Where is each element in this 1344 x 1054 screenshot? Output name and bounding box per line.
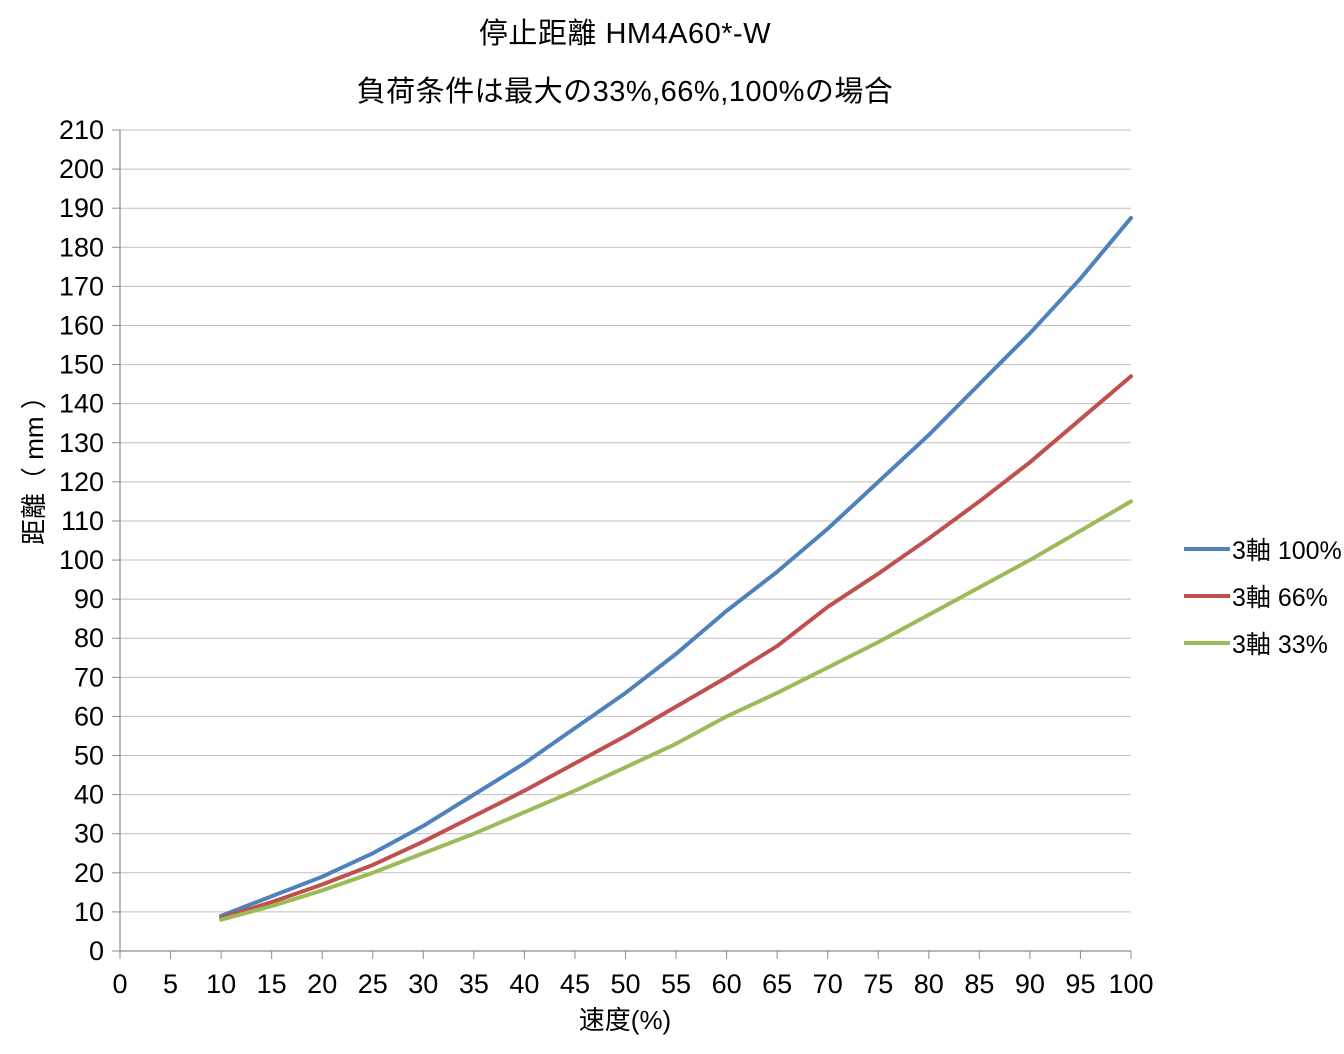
y-tick-label: 90: [74, 584, 104, 614]
y-tick-label: 80: [74, 623, 104, 653]
y-tick-label: 0: [89, 936, 104, 966]
y-tick-label: 70: [74, 662, 104, 692]
series-line-1: [219, 374, 1133, 920]
x-tick-label: 50: [610, 969, 640, 999]
x-tick-label: 5: [163, 969, 178, 999]
legend-swatch-icon: [1184, 640, 1230, 645]
x-tick-label: 15: [257, 969, 287, 999]
series-line-2: [219, 499, 1133, 922]
x-tick-label: 95: [1065, 969, 1095, 999]
y-tick-label: 30: [74, 819, 104, 849]
y-tick-label: 160: [59, 310, 104, 340]
x-tick-label: 0: [112, 969, 127, 999]
y-tick-label: 50: [74, 741, 104, 771]
legend-item-0: 3軸 100%: [1184, 532, 1342, 565]
x-tick-label: 85: [964, 969, 994, 999]
y-tick-label: 180: [59, 232, 104, 262]
x-tick-label: 45: [560, 969, 590, 999]
y-tick-label: 40: [74, 780, 104, 810]
x-tick-label: 100: [1108, 969, 1153, 999]
y-tick-label: 150: [59, 350, 104, 380]
y-tick-label: 210: [59, 115, 104, 145]
y-tick-label: 170: [59, 271, 104, 301]
title-block: 停止距離 HM4A60*-W 負荷条件は最大の33%,66%,100%の場合: [0, 0, 1250, 110]
y-tick-label: 130: [59, 428, 104, 458]
y-tick-label: 120: [59, 467, 104, 497]
x-tick-label: 70: [813, 969, 843, 999]
y-tick-label: 110: [61, 506, 104, 536]
y-tick-label: 20: [74, 858, 104, 888]
legend-swatch-icon: [1184, 593, 1230, 598]
y-tick-label: 140: [59, 389, 104, 419]
y-tick-label: 10: [74, 897, 104, 927]
x-tick-label: 25: [358, 969, 388, 999]
x-tick-label: 30: [408, 969, 438, 999]
y-tick-label: 100: [59, 545, 104, 575]
x-tick-label: 75: [863, 969, 893, 999]
y-tick-label: 60: [74, 701, 104, 731]
chart-subtitle: 負荷条件は最大の33%,66%,100%の場合: [356, 76, 894, 108]
legend-item-2: 3軸 33%: [1184, 626, 1342, 659]
legend-label: 3軸 33%: [1232, 630, 1328, 659]
y-tick-label: 200: [59, 154, 104, 184]
x-tick-label: 90: [1015, 969, 1045, 999]
legend-label: 3軸 100%: [1232, 536, 1342, 565]
x-tick-label: 65: [762, 969, 792, 999]
x-axis-title: 速度(%): [578, 1005, 672, 1035]
legend: 3軸 100% 3軸 66% 3軸 33%: [1184, 532, 1342, 673]
x-tick-label: 60: [712, 969, 742, 999]
x-tick-label: 20: [307, 969, 337, 999]
y-axis-title: 距離（ mm ）: [19, 383, 49, 545]
x-tick-label: 10: [206, 969, 236, 999]
x-tick-label: 80: [914, 969, 944, 999]
legend-label: 3軸 66%: [1232, 583, 1328, 612]
x-tick-label: 35: [459, 969, 489, 999]
x-tick-label: 55: [661, 969, 691, 999]
chart-title: 停止距離 HM4A60*-W: [478, 18, 772, 50]
legend-item-1: 3軸 66%: [1184, 579, 1342, 612]
series-line-0: [219, 215, 1133, 918]
x-tick-label: 40: [509, 969, 539, 999]
y-tick-label: 190: [59, 193, 104, 223]
legend-swatch-icon: [1184, 546, 1230, 551]
